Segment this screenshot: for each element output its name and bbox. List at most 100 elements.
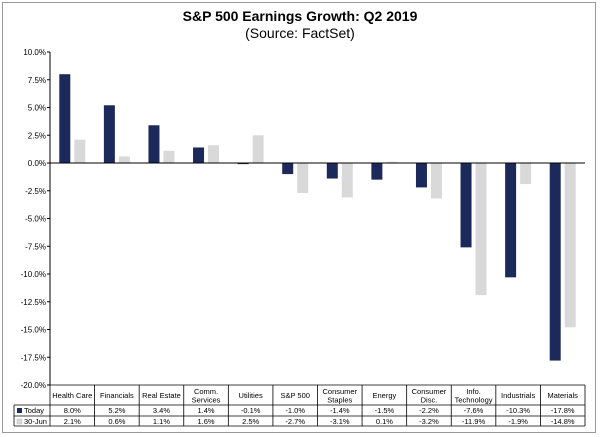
category-label-line: Info. [466, 387, 481, 396]
bar-30-jun [520, 163, 532, 185]
bar-30-jun [208, 145, 220, 163]
data-label: 3.4% [153, 406, 170, 415]
y-tick-label: -17.5% [21, 353, 46, 362]
category-label: Utilities [239, 391, 263, 400]
bar-today [549, 163, 561, 361]
data-label: -3.2% [419, 417, 439, 426]
category-label-line: Comm. [194, 387, 218, 396]
category-label-line: S&P 500 [280, 391, 309, 400]
category-label-line: Services [192, 396, 221, 405]
data-label: 1.1% [153, 417, 170, 426]
category-label-line: Consumer [412, 387, 447, 396]
bar-30-jun [163, 150, 175, 163]
legend-key-today [17, 408, 22, 413]
category-label-line: Real Estate [142, 391, 181, 400]
y-tick-label: -2.5% [25, 187, 46, 196]
y-tick-label: -5.0% [25, 215, 46, 224]
chart-frame [2, 2, 596, 433]
data-label: 8.0% [64, 406, 81, 415]
y-tick-label: -12.5% [21, 298, 46, 307]
data-label: 1.6% [197, 417, 214, 426]
category-label: Materials [547, 391, 578, 400]
chart-subtitle: (Source: FactSet) [245, 25, 355, 41]
data-table: Health Care Financials Real Estate Comm. Ser… [13, 384, 586, 427]
category-label-line: Consumer [322, 387, 357, 396]
bar-30-jun [74, 139, 86, 163]
category-label: Health Care [52, 391, 92, 400]
bar-30-jun [564, 163, 576, 328]
bar-today [371, 163, 383, 180]
legend-label: Today [24, 406, 44, 415]
data-label: 5.2% [108, 406, 125, 415]
data-label: 2.5% [242, 417, 259, 426]
data-label: -3.1% [330, 417, 350, 426]
y-tick-label: 0.0% [28, 159, 46, 168]
y-axis: 10.0% 7.5% 5.0% 2.5% 0.0% -2.5% -5.0% -7.5% -10.… [21, 48, 51, 390]
category-label-line: Materials [547, 391, 578, 400]
y-tick-label: 2.5% [28, 131, 46, 140]
bar-today [505, 163, 517, 278]
y-tick-label: -10.0% [21, 270, 46, 279]
category-label-line: Health Care [52, 391, 92, 400]
bar-30-jun [341, 163, 353, 198]
bar-30-jun [475, 163, 487, 296]
data-label: 1.4% [197, 406, 214, 415]
category-label: Energy [372, 391, 396, 400]
data-label: -0.1% [241, 406, 261, 415]
bar-today [326, 163, 338, 179]
data-label: 2.1% [64, 417, 81, 426]
category-label: Info. Technology [455, 387, 493, 405]
chart-title: S&P 500 Earnings Growth: Q2 2019 [182, 8, 418, 24]
data-label: -17.8% [551, 406, 575, 415]
data-label: -1.5% [375, 406, 395, 415]
category-label-line: Disc. [421, 396, 438, 405]
y-tick-label: 7.5% [28, 76, 46, 85]
bar-30-jun [118, 156, 130, 163]
category-label-line: Financials [100, 391, 134, 400]
y-tick-label: 5.0% [28, 104, 46, 113]
category-label-line: Energy [372, 391, 396, 400]
category-label-line: Utilities [239, 391, 263, 400]
y-tick-label: -7.5% [25, 242, 46, 251]
y-tick-label: 10.0% [23, 48, 46, 57]
data-label: -2.7% [285, 417, 305, 426]
data-label: -7.6% [464, 406, 484, 415]
legend-label: 30-Jun [24, 417, 47, 426]
category-label: Consumer Staples [322, 387, 357, 405]
category-label-line: Technology [455, 396, 493, 405]
data-label: 0.1% [376, 417, 393, 426]
y-tick-label: -20.0% [21, 381, 46, 390]
data-label: -11.9% [462, 417, 486, 426]
bar-today [237, 163, 249, 165]
category-label: S&P 500 [280, 391, 309, 400]
bar-30-jun [252, 135, 264, 163]
bar-30-jun [430, 163, 442, 199]
data-label: -1.9% [508, 417, 528, 426]
category-label-line: Industrials [501, 391, 535, 400]
category-label-line: Staples [327, 396, 352, 405]
bar-today [103, 105, 115, 163]
data-label: -14.8% [551, 417, 575, 426]
data-label: -10.3% [506, 406, 530, 415]
data-label: -1.0% [285, 406, 305, 415]
bar-today [282, 163, 294, 175]
data-label: -1.4% [330, 406, 350, 415]
category-label: Comm. Services [192, 387, 221, 405]
bars [50, 74, 585, 361]
category-label: Financials [100, 391, 134, 400]
data-label: 0.6% [108, 417, 125, 426]
bar-today [415, 163, 427, 188]
y-tick-label: -15.0% [21, 326, 46, 335]
bar-30-jun [297, 163, 309, 193]
legend-key-30-jun [16, 418, 23, 425]
bar-today [460, 163, 472, 248]
bar-today [193, 147, 205, 163]
bar-30-jun [386, 161, 398, 163]
bar-today [148, 125, 160, 163]
category-label: Consumer Disc. [412, 387, 447, 405]
data-label: -2.2% [419, 406, 439, 415]
category-label: Industrials [501, 391, 535, 400]
bar-today [59, 74, 71, 163]
category-label: Real Estate [142, 391, 181, 400]
